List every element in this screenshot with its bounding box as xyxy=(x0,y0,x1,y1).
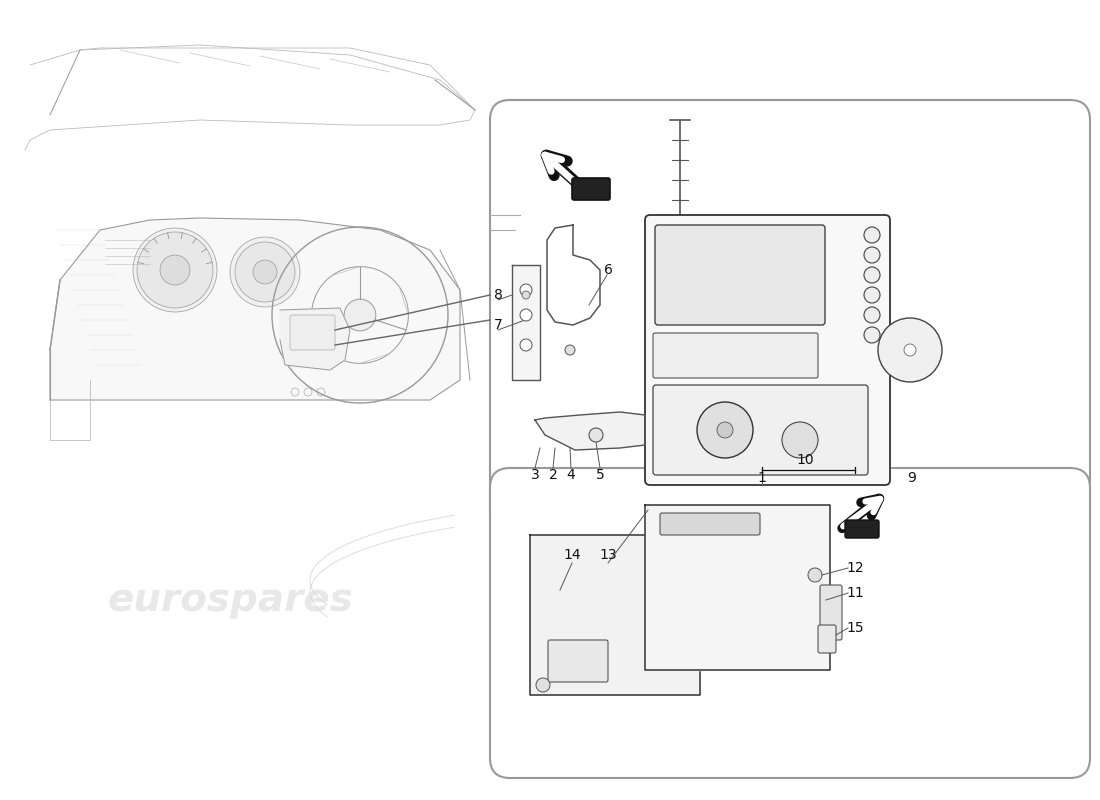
Polygon shape xyxy=(645,505,830,670)
Circle shape xyxy=(878,318,942,382)
FancyBboxPatch shape xyxy=(490,100,1090,535)
Circle shape xyxy=(717,422,733,438)
Text: 14: 14 xyxy=(563,548,581,562)
Circle shape xyxy=(808,568,822,582)
Circle shape xyxy=(160,255,190,285)
Circle shape xyxy=(864,247,880,263)
Circle shape xyxy=(782,422,818,458)
Circle shape xyxy=(520,284,532,296)
Circle shape xyxy=(253,260,277,284)
Circle shape xyxy=(588,428,603,442)
Polygon shape xyxy=(530,535,700,695)
Text: 10: 10 xyxy=(796,453,814,467)
Circle shape xyxy=(565,345,575,355)
Polygon shape xyxy=(50,218,460,400)
Text: 2: 2 xyxy=(549,468,558,482)
Text: 9: 9 xyxy=(908,471,916,485)
Polygon shape xyxy=(535,412,645,450)
Circle shape xyxy=(133,228,217,312)
Text: 1: 1 xyxy=(758,471,767,485)
Text: 12: 12 xyxy=(846,561,864,575)
Text: eurospares: eurospares xyxy=(617,211,862,249)
FancyBboxPatch shape xyxy=(548,640,608,682)
Text: 3: 3 xyxy=(530,468,539,482)
Circle shape xyxy=(864,287,880,303)
Text: 7: 7 xyxy=(494,318,503,332)
Text: 4: 4 xyxy=(566,468,575,482)
FancyBboxPatch shape xyxy=(654,225,825,325)
Polygon shape xyxy=(512,265,540,380)
FancyBboxPatch shape xyxy=(290,315,336,350)
Text: 15: 15 xyxy=(846,621,864,635)
FancyBboxPatch shape xyxy=(653,333,818,378)
Circle shape xyxy=(230,237,300,307)
Text: eurospares: eurospares xyxy=(107,581,353,619)
Circle shape xyxy=(522,291,530,299)
FancyBboxPatch shape xyxy=(645,215,890,485)
Circle shape xyxy=(138,232,213,308)
Text: 13: 13 xyxy=(600,548,617,562)
Text: eurospares: eurospares xyxy=(107,271,353,309)
Circle shape xyxy=(520,309,532,321)
Circle shape xyxy=(864,327,880,343)
Circle shape xyxy=(864,307,880,323)
Circle shape xyxy=(235,242,295,302)
FancyBboxPatch shape xyxy=(845,520,879,538)
Polygon shape xyxy=(280,308,350,370)
FancyBboxPatch shape xyxy=(490,468,1090,778)
Text: 6: 6 xyxy=(604,263,613,277)
Circle shape xyxy=(697,402,754,458)
Circle shape xyxy=(536,678,550,692)
Circle shape xyxy=(864,267,880,283)
FancyBboxPatch shape xyxy=(572,178,610,200)
FancyBboxPatch shape xyxy=(660,513,760,535)
FancyBboxPatch shape xyxy=(820,585,842,640)
FancyBboxPatch shape xyxy=(653,385,868,475)
Text: eurospares: eurospares xyxy=(617,571,862,609)
Text: 5: 5 xyxy=(595,468,604,482)
Circle shape xyxy=(864,227,880,243)
Text: 8: 8 xyxy=(494,288,503,302)
Text: 11: 11 xyxy=(846,586,864,600)
Circle shape xyxy=(904,344,916,356)
Circle shape xyxy=(520,339,532,351)
FancyBboxPatch shape xyxy=(818,625,836,653)
Circle shape xyxy=(344,299,376,331)
